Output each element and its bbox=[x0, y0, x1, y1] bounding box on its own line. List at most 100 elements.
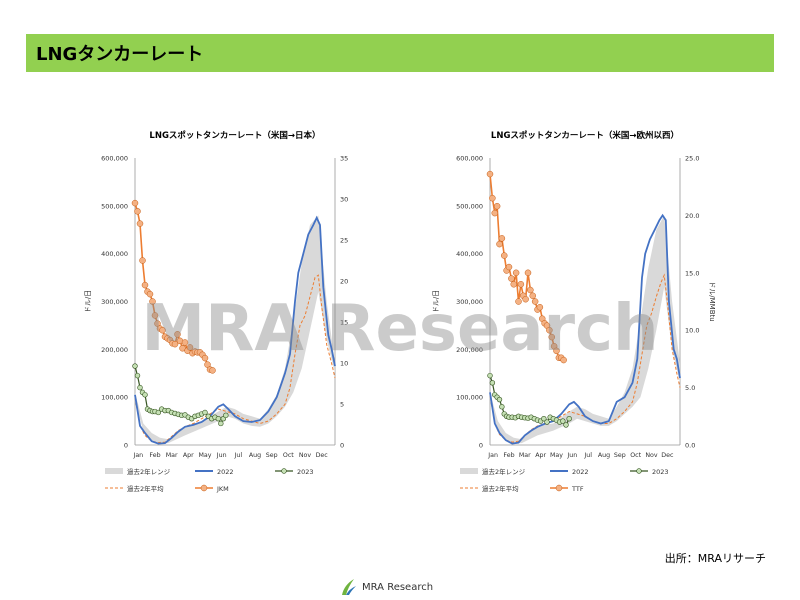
series-price-point bbox=[174, 331, 181, 338]
y-axis-label: ドル/日 bbox=[84, 290, 92, 313]
x-tick-label: Apr bbox=[535, 452, 546, 459]
logo-icon bbox=[342, 579, 356, 595]
x-tick-label: Feb bbox=[503, 452, 514, 459]
x-tick-label: May bbox=[198, 452, 211, 459]
y-tick-label: 200,000 bbox=[456, 346, 483, 354]
series-price-point bbox=[536, 303, 544, 311]
series-price-point bbox=[522, 295, 529, 303]
series-2023-point bbox=[155, 409, 162, 416]
series-price-point bbox=[508, 275, 515, 282]
y2-tick-label: 15 bbox=[340, 319, 348, 327]
legend-label: 2023 bbox=[297, 468, 314, 476]
legend-label: JKM bbox=[216, 485, 229, 493]
series-price-point bbox=[131, 199, 139, 207]
series-2023-point bbox=[137, 384, 143, 391]
y-tick-label: 600,000 bbox=[101, 155, 128, 163]
x-tick-label: May bbox=[550, 452, 563, 459]
source-note: 出所：MRAリサーチ bbox=[664, 552, 766, 565]
y2-tick-label: 35 bbox=[340, 155, 348, 163]
legend-label: 2022 bbox=[217, 468, 234, 476]
series-price-point bbox=[181, 339, 189, 346]
x-tick-label: Jul bbox=[234, 452, 243, 459]
y2-tick-label: 15.0 bbox=[685, 269, 699, 277]
series-price-point bbox=[489, 194, 496, 202]
chart-title: LNGスポットタンカーレート（米国→日本） bbox=[149, 130, 320, 141]
y-tick-label: 400,000 bbox=[456, 250, 483, 258]
series-2023-point bbox=[499, 404, 505, 410]
series-2023-point bbox=[134, 372, 141, 379]
series-price-point bbox=[505, 263, 513, 271]
x-tick-label: Mar bbox=[166, 452, 178, 459]
legend-price-marker bbox=[200, 484, 208, 492]
chart-title: LNGスポットタンカーレート（米国→欧州以西） bbox=[491, 130, 679, 141]
series-price-line bbox=[489, 174, 565, 361]
y2-tick-label: 0 bbox=[340, 442, 344, 450]
series-price-point bbox=[510, 281, 517, 288]
y2-axis-label: ドル/MMBtu bbox=[708, 281, 716, 321]
series-price-point bbox=[515, 298, 522, 305]
series-2023-point bbox=[563, 422, 569, 428]
series-price-point bbox=[186, 344, 194, 351]
series-price-point bbox=[486, 170, 494, 178]
x-tick-label: Apr bbox=[183, 452, 194, 459]
y2-tick-label: 5 bbox=[340, 401, 344, 409]
series-price-point bbox=[548, 333, 555, 341]
series-2023-point bbox=[132, 363, 138, 369]
x-tick-label: Oct bbox=[630, 452, 641, 459]
legend-label: 過去2年平均 bbox=[127, 484, 164, 493]
series-2023-point bbox=[560, 418, 566, 424]
series-price-point bbox=[491, 209, 498, 217]
x-tick-label: Mar bbox=[519, 452, 531, 459]
legend-label: TTF bbox=[571, 485, 584, 493]
chart-us-japan: LNGスポットタンカーレート（米国→日本） 0 100,000 200,000 300,… bbox=[84, 130, 348, 493]
y2-tick-label: 25 bbox=[340, 237, 348, 245]
x-tick-label: Jul bbox=[583, 452, 592, 459]
y2-tick-label: 10.0 bbox=[685, 327, 699, 335]
legend-label: 過去2年レンジ bbox=[127, 467, 171, 476]
series-price-point bbox=[134, 208, 141, 215]
series-price-point bbox=[201, 354, 209, 362]
series-2023-point bbox=[215, 415, 222, 422]
y2-tick-label: 5.0 bbox=[685, 384, 695, 392]
series-2023-point bbox=[544, 419, 550, 425]
y2-tick-label: 30 bbox=[340, 196, 348, 204]
series-price-point bbox=[159, 326, 166, 334]
legend-range-swatch bbox=[105, 468, 123, 474]
series-2022-line bbox=[134, 215, 336, 445]
x-tick-label: Dec bbox=[661, 452, 674, 459]
y-tick-label: 0 bbox=[479, 442, 483, 450]
series-2023-point bbox=[202, 409, 208, 416]
series-price-point bbox=[151, 312, 159, 319]
series-avg-line bbox=[134, 274, 336, 444]
series-price-point bbox=[529, 292, 536, 300]
y2-tick-label: 20.0 bbox=[685, 212, 699, 220]
series-price-point bbox=[209, 367, 216, 374]
x-tick-label: Aug bbox=[598, 452, 610, 459]
y2-tick-label: 0.0 bbox=[685, 442, 695, 450]
legend-price-marker bbox=[555, 484, 563, 492]
y2-tick-label: 25.0 bbox=[685, 155, 699, 163]
y2-tick-label: 10 bbox=[340, 360, 348, 368]
series-2023-point bbox=[496, 396, 503, 403]
legend-range-swatch bbox=[460, 468, 478, 474]
series-price-point bbox=[139, 257, 146, 264]
series-price-point bbox=[517, 281, 525, 288]
series-range-area bbox=[490, 215, 680, 444]
series-2023-point bbox=[566, 415, 572, 422]
y-tick-label: 100,000 bbox=[101, 394, 128, 402]
x-tick-label: Sep bbox=[266, 452, 278, 459]
y-tick-label: 300,000 bbox=[456, 298, 483, 306]
series-2023-point bbox=[541, 415, 547, 422]
y-tick-label: 500,000 bbox=[101, 202, 128, 210]
x-tick-label: Jan bbox=[132, 452, 143, 459]
series-price-point bbox=[493, 202, 501, 210]
x-tick-label: Jan bbox=[487, 452, 498, 459]
legend-label: 過去2年レンジ bbox=[482, 467, 526, 476]
x-tick-label: Aug bbox=[249, 452, 261, 459]
series-price-point bbox=[560, 356, 567, 364]
legend-2023-marker bbox=[281, 468, 287, 474]
series-price-point bbox=[531, 298, 539, 305]
y-tick-label: 200,000 bbox=[101, 346, 128, 354]
series-range-area bbox=[135, 215, 335, 444]
series-price-point bbox=[171, 340, 179, 348]
